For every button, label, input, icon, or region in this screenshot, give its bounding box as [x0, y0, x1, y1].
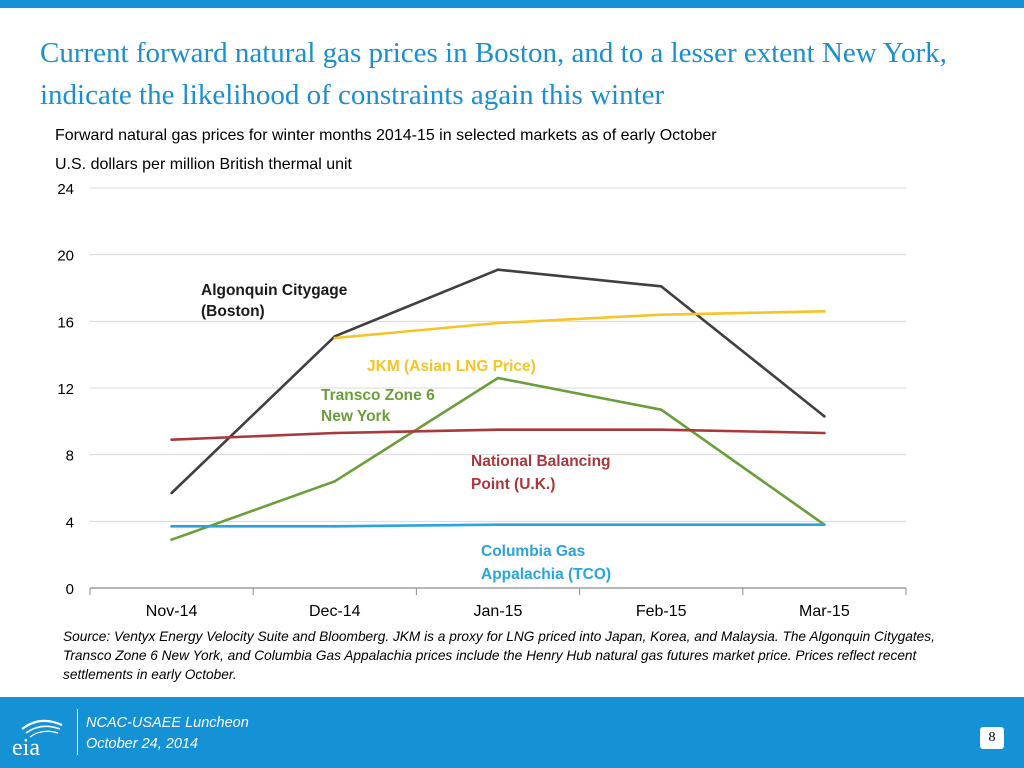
chart-subtitle: Forward natural gas prices for winter mo…: [55, 127, 717, 144]
data-point: [659, 408, 663, 411]
data-point: [333, 336, 337, 340]
series-label: Point (U.K.): [471, 476, 555, 493]
y-tick-label: 8: [66, 448, 74, 465]
series-layer: [170, 268, 826, 541]
series-line-1: [334, 310, 825, 340]
data-point: [170, 491, 173, 495]
data-point: [170, 538, 173, 541]
y-tick-label: 0: [66, 581, 74, 598]
series-label: Transco Zone 6: [321, 387, 435, 404]
footer-divider: [77, 709, 78, 755]
y-tick-label: 16: [57, 314, 74, 331]
y-tick-label: 4: [66, 514, 74, 531]
eia-logo-text: eia: [12, 735, 40, 757]
series-label: JKM (Asian LNG Price): [367, 358, 536, 375]
data-point: [659, 428, 663, 431]
x-tick-label: Jan-15: [474, 603, 523, 620]
x-tick-label: Mar-15: [799, 603, 850, 620]
data-point: [659, 313, 663, 316]
data-point: [496, 523, 500, 526]
footer-event: NCAC-USAEE Luncheon: [86, 715, 249, 731]
x-tick-label: Nov-14: [146, 603, 198, 620]
footer-bar: eia NCAC-USAEE Luncheon October 24, 2014…: [0, 697, 1024, 768]
data-point: [659, 285, 663, 288]
series-label: Algonquin Citygage: [201, 282, 348, 299]
data-point: [823, 415, 826, 418]
page-number: 8: [980, 727, 1004, 749]
data-point: [333, 431, 337, 435]
series-label: Appalachia (TCO): [481, 566, 611, 583]
data-point: [659, 523, 663, 526]
data-point: [170, 438, 173, 441]
data-point: [823, 523, 826, 526]
y-tick-label: 20: [57, 248, 74, 265]
source-note: Source: Ventyx Energy Velocity Suite and…: [63, 629, 935, 682]
slide-title: Current forward natural gas prices in Bo…: [40, 37, 947, 111]
data-point: [496, 321, 500, 325]
data-point: [333, 525, 337, 528]
data-point: [496, 428, 500, 431]
x-tick-label: Feb-15: [636, 603, 687, 620]
data-point: [496, 376, 500, 380]
series-label: Columbia Gas: [481, 543, 585, 560]
series-label: (Boston): [201, 303, 265, 320]
data-point: [823, 310, 826, 313]
series-label: National Balancing: [471, 453, 611, 470]
eia-logo-icon: eia: [12, 719, 63, 757]
axis-layer: 0 4 8 12 16 20 24 Nov-14 Dec-14 Jan-15 Feb-15 Mar-1…: [57, 181, 907, 620]
chart-units: U.S. dollars per million British thermal…: [55, 156, 352, 173]
grid-layer: [90, 187, 906, 522]
data-point: [496, 268, 500, 271]
y-tick-label: 12: [57, 381, 74, 398]
y-tick-label: 24: [57, 181, 74, 198]
footer-date: October 24, 2014: [86, 736, 199, 752]
data-point: [170, 525, 173, 528]
series-label: New York: [321, 408, 391, 425]
series-line-3: [171, 428, 825, 441]
top-accent-bar: [0, 0, 1024, 8]
data-point: [333, 480, 337, 483]
x-tick-label: Dec-14: [309, 603, 361, 620]
data-point: [823, 431, 826, 435]
series-label-layer: Algonquin Citygage (Boston) JKM (Asian LNG…: [201, 282, 611, 583]
price-line-chart: 0 4 8 12 16 20 24 Nov-14 Dec-14 Jan-15 Feb-15 Mar-1…: [57, 181, 907, 620]
